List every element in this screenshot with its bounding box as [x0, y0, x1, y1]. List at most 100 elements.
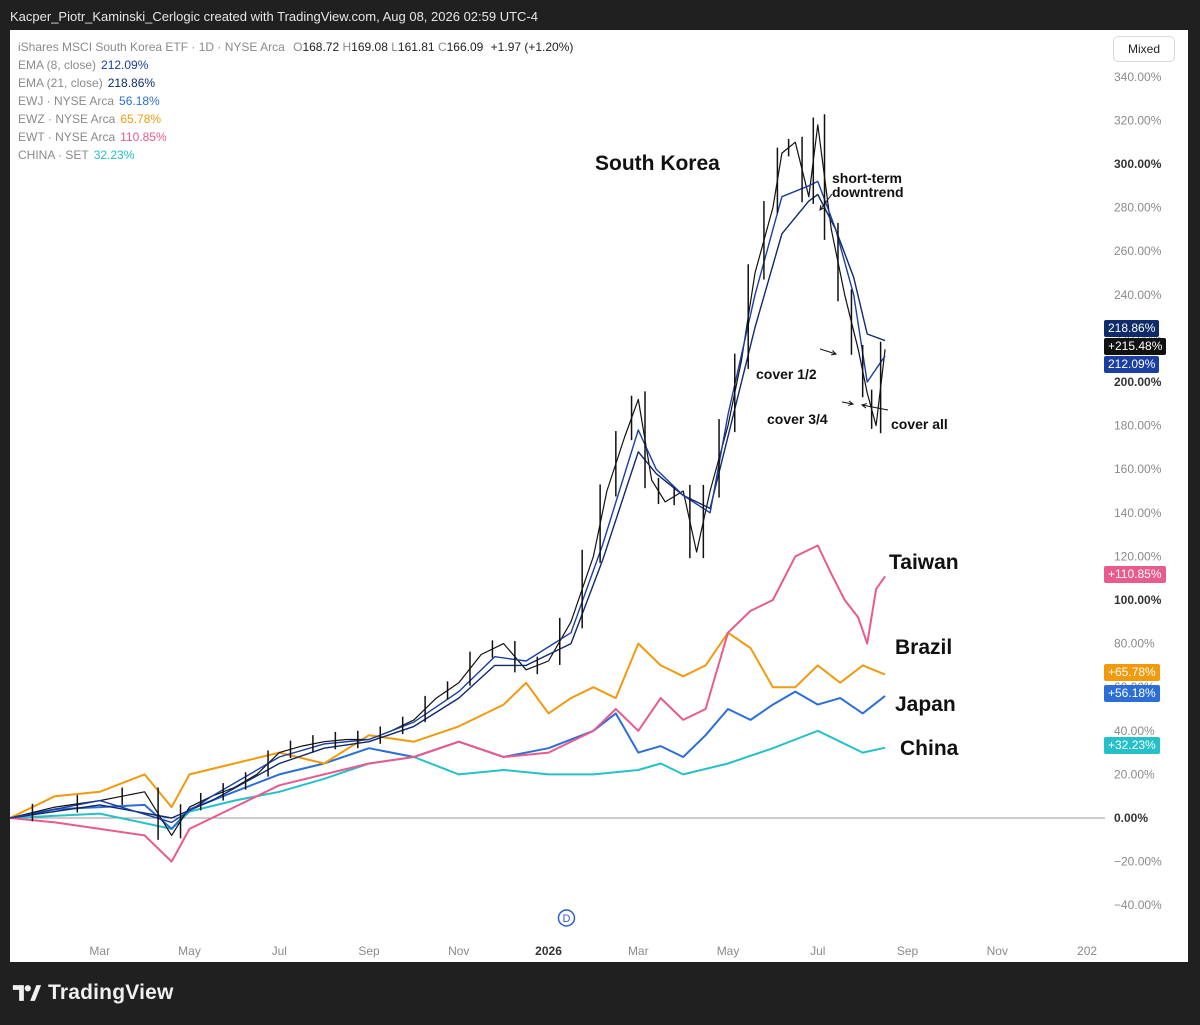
- legend-row-china[interactable]: CHINA · SET 32.23%: [18, 146, 573, 164]
- series-line-ema8[interactable]: [10, 180, 886, 824]
- price-tag-ema21: 218.86%: [1104, 320, 1160, 337]
- annotation-downtrend: downtrend: [832, 184, 904, 200]
- legend-open-value: 168.72: [302, 40, 340, 54]
- legend-ewt-label: EWT · NYSE Arca: [18, 130, 116, 144]
- annotation-arrow-cover-all: [861, 404, 889, 411]
- legend-row-ewz[interactable]: EWZ · NYSE Arca 65.78%: [18, 110, 573, 128]
- y-tick-label: 120.00%: [1114, 549, 1162, 563]
- series-line-ewt[interactable]: [10, 544, 886, 863]
- price-tag-china: +32.23%: [1104, 737, 1160, 754]
- annotation-short-term: short-term: [832, 170, 903, 186]
- legend-close-label: C: [437, 40, 447, 54]
- x-tick-label: Nov: [987, 944, 1008, 958]
- legend-symbol-name: iShares MSCI South Korea ETF · 1D · NYSE…: [18, 40, 285, 54]
- y-tick-label: 240.00%: [1114, 288, 1162, 302]
- dividend-marker-letter: D: [562, 913, 570, 925]
- annotation-arrow-downtrend: [819, 193, 833, 211]
- legend-row-ewt[interactable]: EWT · NYSE Arca 110.85%: [18, 128, 573, 146]
- series-line-ema21[interactable]: [10, 193, 886, 819]
- y-tick-label: 180.00%: [1114, 419, 1162, 433]
- legend-ema8-value: 212.09%: [101, 58, 149, 72]
- x-tick-label: 2026: [535, 944, 562, 958]
- scale-mode-button[interactable]: Mixed: [1113, 36, 1175, 62]
- legend-ewz-value: 65.78%: [120, 112, 162, 126]
- x-tick-label: Jul: [272, 944, 287, 958]
- y-tick-label: 0.00%: [1114, 811, 1148, 825]
- annotation-japan: Japan: [895, 693, 956, 716]
- chart-credit: Kacper_Piotr_Kaminski_Cerlogic created w…: [10, 9, 538, 24]
- tradingview-mark-icon: [12, 985, 42, 1001]
- annotation-arrow-cover-three-quarters: [841, 401, 854, 405]
- price-tag-ewt: +110.85%: [1104, 566, 1166, 583]
- y-tick-label: 40.00%: [1114, 724, 1155, 738]
- dividend-marker-icon[interactable]: [557, 909, 576, 927]
- tradingview-brand-text: TradingView: [48, 981, 174, 1004]
- legend-ewj-label: EWJ · NYSE Arca: [18, 94, 115, 108]
- annotation-arrow-cover-three-quarters-head: [848, 400, 855, 406]
- legend-high-value: 169.08: [351, 40, 388, 54]
- series-line-korea[interactable]: [10, 124, 886, 837]
- y-tick-label: 200.00%: [1114, 375, 1162, 389]
- y-tick-label: 80.00%: [1114, 637, 1155, 651]
- x-tick-label: Sep: [897, 944, 919, 958]
- series-line-ewz[interactable]: [10, 631, 886, 819]
- legend-ewj-value: 56.18%: [119, 94, 160, 108]
- chart-panel[interactable]: 340.00% 320.00% 300.00% 280.00% 260.00% 240.0…: [10, 30, 1188, 962]
- chart-legend: iShares MSCI South Korea ETF · 1D · NYSE…: [18, 38, 573, 164]
- legend-ewz-label: EWZ · NYSE Arca: [18, 112, 116, 126]
- legend-change-value: +1.97 (+1.20%): [490, 40, 574, 54]
- x-tick-label: Mar: [89, 944, 110, 958]
- annotation-cover-all: cover all: [891, 416, 948, 432]
- legend-close-value: 166.09: [446, 40, 484, 54]
- x-tick-label: Jul: [810, 944, 825, 958]
- legend-high-label: H: [342, 40, 352, 54]
- price-tag-ema8: 212.09%: [1104, 356, 1160, 373]
- legend-ema21-value: 218.86%: [107, 76, 156, 90]
- price-axis-area[interactable]: [1105, 30, 1188, 962]
- annotation-arrow-cover-all-head: [860, 403, 867, 409]
- annotation-brazil: Brazil: [895, 636, 953, 659]
- legend-ewt-value: 110.85%: [120, 130, 167, 144]
- y-tick-label: 20.00%: [1114, 767, 1155, 781]
- legend-row-ema8[interactable]: EMA (8, close) 212.09%: [18, 56, 573, 74]
- x-tick-label: Sep: [358, 944, 380, 958]
- y-tick-label: 160.00%: [1114, 462, 1162, 476]
- series-line-ewj[interactable]: [10, 690, 886, 830]
- annotation-cover-three-quarters: cover 3/4: [767, 411, 828, 427]
- y-tick-label: 280.00%: [1114, 201, 1162, 215]
- legend-ema21-label: EMA (21, close): [18, 76, 103, 90]
- legend-row-ema21[interactable]: EMA (21, close) 218.86%: [18, 74, 573, 92]
- legend-main-row: iShares MSCI South Korea ETF · 1D · NYSE…: [18, 38, 573, 56]
- y-tick-label: 260.00%: [1114, 244, 1162, 258]
- legend-low-value: 161.81: [397, 40, 435, 54]
- legend-row-ewj[interactable]: EWJ · NYSE Arca 56.18%: [18, 92, 573, 110]
- x-tick-label: Nov: [448, 944, 469, 958]
- annotation-china: China: [900, 737, 959, 760]
- x-tick-label: May: [178, 944, 201, 958]
- y-tick-label: 300.00%: [1114, 157, 1162, 171]
- y-tick-label: −40.00%: [1114, 898, 1162, 912]
- y-tick-label: 100.00%: [1114, 593, 1162, 607]
- y-tick-label: 340.00%: [1114, 70, 1162, 84]
- annotation-arrow-downtrend-head: [819, 204, 825, 211]
- y-tick-label: −20.00%: [1114, 855, 1162, 869]
- x-tick-label: 202: [1077, 944, 1097, 958]
- legend-ema8-label: EMA (8, close): [18, 58, 97, 72]
- legend-china-label: CHINA · SET: [18, 148, 89, 162]
- series-line-china[interactable]: [10, 729, 886, 830]
- x-tick-label: May: [717, 944, 740, 958]
- annotation-cover-half: cover 1/2: [756, 366, 817, 382]
- annotation-arrow-cover-half-head: [830, 350, 838, 356]
- tradingview-logo[interactable]: TradingView: [12, 981, 174, 1005]
- annotation-taiwan: Taiwan: [889, 551, 959, 574]
- price-tag-ewj: +56.18%: [1104, 685, 1160, 702]
- legend-open-label: O: [293, 40, 303, 54]
- annotation-arrow-cover-half: [819, 348, 837, 355]
- legend-low-label: L: [391, 40, 398, 54]
- price-tag-last: +215.48%: [1104, 338, 1167, 355]
- y-tick-label: 320.00%: [1114, 113, 1162, 127]
- legend-china-value: 32.23%: [93, 148, 135, 162]
- x-tick-label: Mar: [628, 944, 649, 958]
- price-tag-ewz: +65.78%: [1104, 664, 1160, 681]
